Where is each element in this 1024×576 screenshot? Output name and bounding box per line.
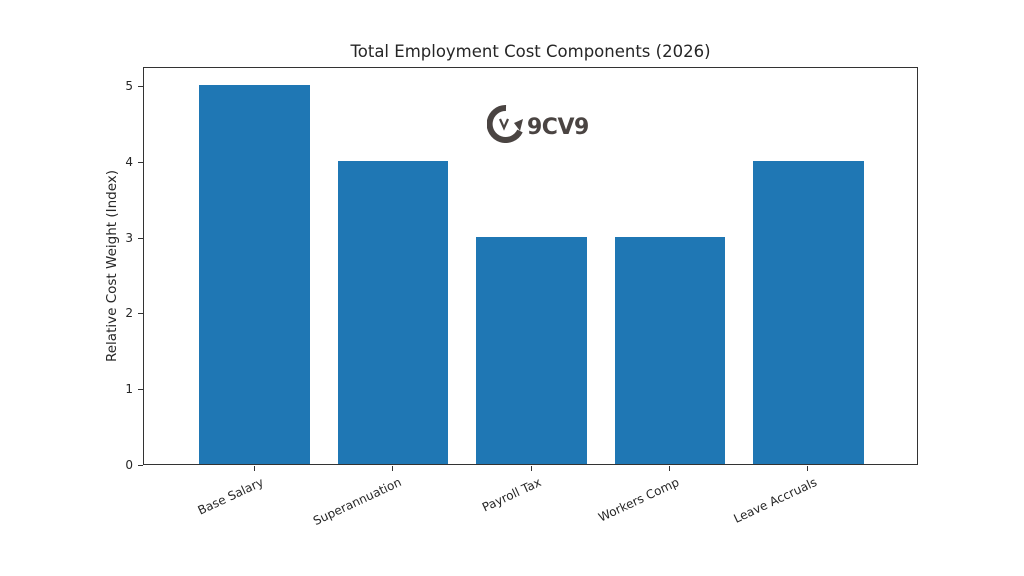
x-tick-label: Leave Accruals (731, 475, 820, 526)
9cv9-logo-icon (487, 105, 523, 143)
chart-title: Total Employment Cost Components (2026) (350, 42, 711, 61)
y-tick-label: 0 (125, 458, 133, 472)
y-tick (138, 237, 143, 239)
x-tick (807, 466, 809, 471)
y-axis-label: Relative Cost Weight (Index) (104, 169, 120, 363)
x-tick (253, 466, 255, 471)
watermark-logo: 9CV9 (487, 104, 592, 144)
bar-superannuation (337, 160, 449, 464)
y-tick-label: 3 (125, 230, 133, 245)
x-tick-label: Workers Comp (596, 475, 682, 525)
y-tick (138, 465, 143, 466)
bar-payroll-tax (476, 236, 587, 464)
y-tick-label: 4 (125, 154, 133, 169)
x-tick-label: Payroll Tax (479, 475, 543, 515)
x-tick (530, 466, 532, 471)
y-tick-label: 5 (125, 78, 133, 93)
y-tick-label: 1 (125, 382, 133, 397)
y-tick (138, 161, 143, 163)
x-tick (392, 466, 394, 471)
y-tick (138, 313, 143, 315)
plot-area (138, 67, 918, 471)
bar-base-salary (199, 84, 311, 464)
bar-leave-accruals (752, 160, 864, 464)
x-tick-label: Superannuation (311, 475, 404, 529)
bar-workers-comp (614, 236, 726, 464)
y-tick-label: 2 (125, 306, 133, 321)
x-tick (668, 466, 670, 471)
y-tick (138, 85, 143, 87)
y-tick (138, 389, 143, 391)
watermark-text: 9CV9 (527, 114, 589, 140)
x-tick-label: Base Salary (195, 475, 266, 518)
